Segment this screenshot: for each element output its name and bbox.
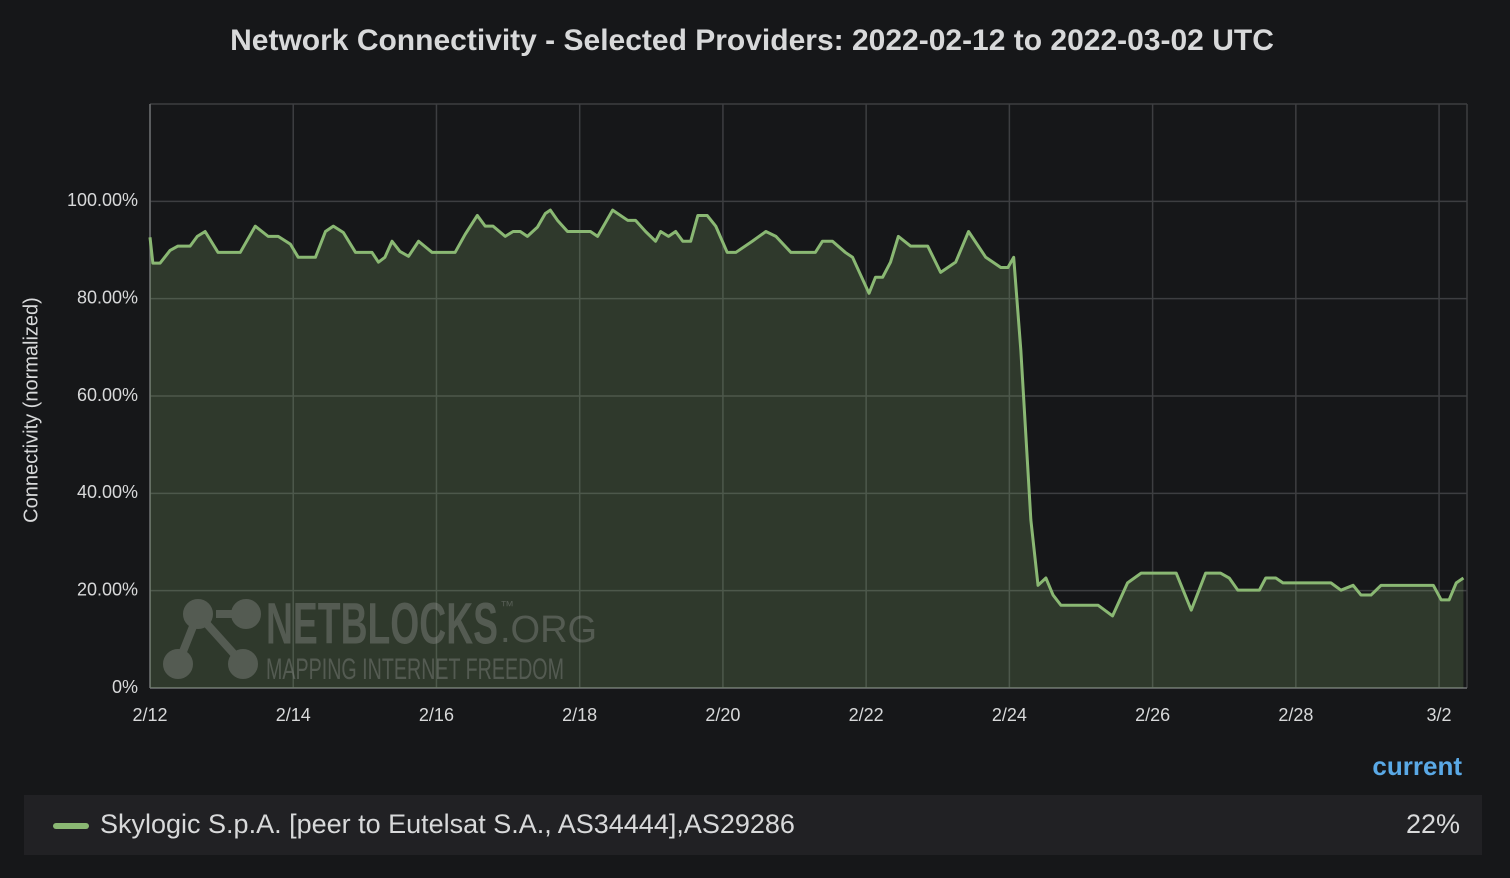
legend-header: current: [1372, 751, 1462, 781]
watermark-tm: ™: [500, 598, 514, 614]
x-tick-label: 2/28: [1278, 705, 1313, 725]
x-tick-label: 2/12: [132, 705, 167, 725]
x-tick-label: 2/18: [562, 705, 597, 725]
y-tick-label: 40.00%: [77, 482, 138, 502]
legend-row: [24, 795, 1482, 855]
y-tick-label: 100.00%: [67, 190, 138, 210]
y-tick-label: 80.00%: [77, 287, 138, 307]
plot-area: [148, 103, 1468, 689]
x-tick-label: 3/2: [1427, 705, 1452, 725]
watermark-suffix: .ORG: [500, 609, 597, 651]
y-tick-label: 60.00%: [77, 385, 138, 405]
watermark: NETBLOCKS ™ .ORG MAPPING INTERNET FREEDO…: [163, 591, 597, 686]
chart-title: Network Connectivity - Selected Provider…: [230, 24, 1274, 57]
x-tick-label: 2/16: [419, 705, 454, 725]
series-line: [148, 208, 1465, 618]
x-tick-label: 2/26: [1135, 705, 1170, 725]
x-tick-label: 2/20: [705, 705, 740, 725]
x-tick-label: 2/14: [276, 705, 311, 725]
legend-label: Skylogic S.p.A. [peer to Eutelsat S.A., …: [100, 809, 795, 839]
watermark-tagline: MAPPING INTERNET FREEDOM: [266, 653, 564, 686]
watermark-icon: [163, 599, 261, 679]
y-tick-label: 0%: [112, 677, 138, 697]
x-tick-label: 2/22: [849, 705, 884, 725]
legend-current: 22%: [1406, 809, 1460, 839]
y-tick-label: 20.00%: [77, 579, 138, 599]
y-axis-label: Connectivity (normalized): [20, 297, 42, 523]
x-tick-label: 2/24: [992, 705, 1027, 725]
watermark-brand: NETBLOCKS: [266, 591, 498, 656]
series-area: [150, 210, 1464, 689]
